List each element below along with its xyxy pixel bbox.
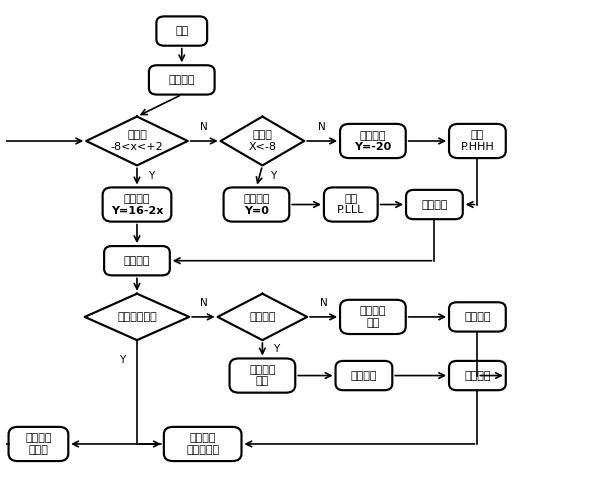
Text: 自动控制: 自动控制	[243, 194, 270, 204]
Text: 均衡显示: 均衡显示	[464, 312, 490, 322]
Text: 自动控制: 自动控制	[124, 194, 150, 204]
Polygon shape	[86, 117, 188, 166]
Text: Y: Y	[273, 344, 279, 354]
FancyBboxPatch shape	[104, 246, 170, 275]
FancyBboxPatch shape	[340, 124, 405, 158]
Text: 进入均衡
控制: 进入均衡 控制	[359, 306, 386, 328]
Text: 是否衰减: 是否衰减	[249, 312, 276, 322]
FancyBboxPatch shape	[449, 302, 506, 331]
Text: 数据控制
与输出: 数据控制 与输出	[25, 433, 52, 455]
FancyBboxPatch shape	[157, 16, 207, 46]
Text: 显示
P.HHH: 显示 P.HHH	[461, 130, 494, 152]
Text: Y: Y	[148, 171, 154, 181]
FancyBboxPatch shape	[324, 187, 378, 222]
Polygon shape	[217, 294, 307, 340]
Text: 开始: 开始	[175, 26, 188, 36]
FancyBboxPatch shape	[336, 361, 392, 390]
FancyBboxPatch shape	[164, 427, 242, 461]
Text: Y: Y	[270, 171, 276, 181]
Text: 显示
P.LLL: 显示 P.LLL	[337, 194, 364, 215]
FancyBboxPatch shape	[449, 361, 506, 390]
Polygon shape	[85, 294, 189, 340]
FancyBboxPatch shape	[229, 358, 295, 393]
Text: 衰减显示: 衰减显示	[351, 371, 377, 381]
Polygon shape	[220, 117, 304, 166]
Text: 光功率
-8<x<+2: 光功率 -8<x<+2	[110, 130, 163, 152]
Text: 告警输出: 告警输出	[421, 199, 447, 210]
FancyBboxPatch shape	[449, 124, 506, 158]
Text: 进入衰减
控制: 进入衰减 控制	[249, 365, 276, 386]
Text: Y=-20: Y=-20	[354, 142, 392, 152]
Text: Y=0: Y=0	[244, 206, 269, 216]
FancyBboxPatch shape	[8, 427, 69, 461]
FancyBboxPatch shape	[149, 65, 215, 94]
Text: N: N	[200, 298, 208, 308]
Text: N: N	[318, 122, 326, 132]
Text: 光功率
X<-8: 光功率 X<-8	[248, 130, 276, 152]
Text: 自动控制: 自动控制	[359, 131, 386, 141]
FancyBboxPatch shape	[406, 190, 463, 219]
FancyBboxPatch shape	[340, 300, 405, 334]
Text: Y: Y	[119, 355, 125, 365]
Text: 显示自检: 显示自检	[169, 75, 195, 85]
Text: N: N	[200, 122, 208, 132]
Text: 电压检测
显示与输出: 电压检测 显示与输出	[186, 433, 219, 455]
FancyBboxPatch shape	[103, 187, 171, 222]
Text: 数据输出: 数据输出	[464, 371, 490, 381]
Text: 显示输出: 显示输出	[124, 256, 150, 266]
Text: 按键功能启动: 按键功能启动	[117, 312, 157, 322]
FancyBboxPatch shape	[223, 187, 290, 222]
Text: N: N	[320, 298, 328, 308]
Text: Y=16-2x: Y=16-2x	[111, 206, 163, 216]
